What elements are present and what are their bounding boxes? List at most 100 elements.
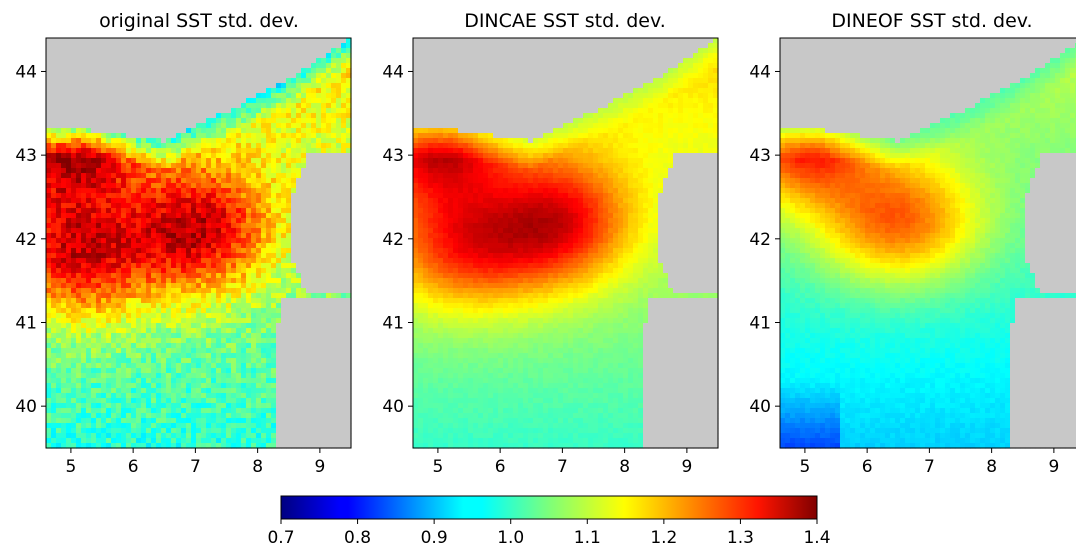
heatmap-cell bbox=[121, 63, 127, 69]
heatmap-cell bbox=[81, 353, 87, 359]
heatmap-cell bbox=[301, 338, 307, 344]
heatmap-cell bbox=[266, 128, 272, 134]
heatmap-cell bbox=[246, 73, 252, 79]
heatmap-cell bbox=[116, 73, 122, 79]
heatmap-cell bbox=[261, 403, 267, 409]
heatmap-cell bbox=[261, 228, 267, 234]
heatmap-cell bbox=[51, 288, 57, 294]
heatmap-cell bbox=[86, 313, 92, 319]
heatmap-cell bbox=[311, 358, 317, 364]
heatmap-cell bbox=[146, 108, 152, 114]
heatmap-cell bbox=[216, 253, 222, 259]
heatmap-cell bbox=[281, 173, 287, 179]
heatmap-cell bbox=[101, 53, 107, 59]
heatmap-cell bbox=[311, 48, 317, 54]
heatmap-cell bbox=[171, 183, 177, 189]
heatmap-cell bbox=[251, 128, 257, 134]
heatmap-cell bbox=[56, 63, 62, 69]
heatmap-cell bbox=[241, 108, 247, 114]
heatmap-cell bbox=[141, 353, 147, 359]
heatmap-cell bbox=[51, 278, 57, 284]
heatmap-cell bbox=[316, 88, 322, 94]
heatmap-cell bbox=[206, 38, 212, 44]
heatmap-cell bbox=[71, 83, 77, 89]
heatmap-cell bbox=[66, 118, 72, 124]
heatmap-cell bbox=[261, 58, 267, 64]
heatmap-cell bbox=[151, 393, 157, 399]
heatmap-cell bbox=[251, 163, 257, 169]
heatmap-cell bbox=[111, 243, 117, 249]
heatmap-cell bbox=[151, 273, 157, 279]
heatmap-cell bbox=[286, 318, 292, 324]
heatmap-cell bbox=[246, 368, 252, 374]
heatmap-cell bbox=[146, 358, 152, 364]
heatmap-cell bbox=[91, 233, 97, 239]
heatmap-cell bbox=[186, 313, 192, 319]
heatmap-cell bbox=[61, 43, 67, 49]
heatmap-cell bbox=[201, 43, 207, 49]
heatmap-cell bbox=[71, 218, 77, 224]
heatmap-cell bbox=[146, 198, 152, 204]
heatmap-cell bbox=[131, 413, 137, 419]
heatmap-cell bbox=[166, 48, 172, 54]
heatmap-cell bbox=[241, 248, 247, 254]
heatmap-cell bbox=[286, 393, 292, 399]
heatmap-cell bbox=[181, 428, 187, 434]
heatmap-cell bbox=[206, 103, 212, 109]
heatmap-cell bbox=[96, 318, 102, 324]
heatmap-cell bbox=[51, 133, 57, 139]
heatmap-cell bbox=[101, 183, 107, 189]
heatmap-cell bbox=[191, 363, 197, 369]
heatmap-cell bbox=[286, 323, 292, 329]
heatmap-cell bbox=[101, 173, 107, 179]
heatmap-cell bbox=[186, 118, 192, 124]
heatmap-cell bbox=[76, 348, 82, 354]
heatmap-cell bbox=[51, 53, 57, 59]
heatmap-cell bbox=[241, 103, 247, 109]
heatmap-cell bbox=[326, 383, 332, 389]
heatmap-cell bbox=[231, 233, 237, 239]
heatmap-cell bbox=[251, 418, 257, 424]
heatmap-cell bbox=[51, 348, 57, 354]
heatmap-cell bbox=[76, 48, 82, 54]
heatmap-cell bbox=[251, 313, 257, 319]
heatmap-cell bbox=[236, 238, 242, 244]
heatmap-cell bbox=[221, 363, 227, 369]
heatmap-cell bbox=[191, 343, 197, 349]
heatmap-cell bbox=[51, 63, 57, 69]
heatmap-cell bbox=[91, 163, 97, 169]
heatmap-cell bbox=[291, 258, 297, 264]
heatmap-cell bbox=[201, 193, 207, 199]
heatmap-cell bbox=[336, 78, 342, 84]
heatmap-cell bbox=[186, 128, 192, 134]
heatmap-cell bbox=[256, 178, 262, 184]
heatmap-cell bbox=[76, 243, 82, 249]
heatmap-cell bbox=[101, 118, 107, 124]
heatmap-cell bbox=[236, 43, 242, 49]
heatmap-cell bbox=[301, 83, 307, 89]
heatmap-cell bbox=[306, 368, 312, 374]
heatmap-cell bbox=[116, 438, 122, 444]
heatmap-cell bbox=[241, 163, 247, 169]
heatmap-cell bbox=[246, 193, 252, 199]
heatmap-cell bbox=[321, 278, 327, 284]
heatmap-cell bbox=[186, 343, 192, 349]
heatmap-cell bbox=[131, 198, 137, 204]
heatmap-cell bbox=[111, 283, 117, 289]
heatmap-cell bbox=[231, 148, 237, 154]
heatmap-cell bbox=[51, 333, 57, 339]
heatmap-cell bbox=[281, 243, 287, 249]
heatmap-cell bbox=[121, 388, 127, 394]
heatmap-cell bbox=[211, 318, 217, 324]
heatmap-cell bbox=[311, 313, 317, 319]
heatmap-cell bbox=[311, 98, 317, 104]
heatmap-cell bbox=[301, 128, 307, 134]
heatmap-cell bbox=[156, 393, 162, 399]
heatmap-cell bbox=[316, 73, 322, 79]
heatmap-cell bbox=[81, 373, 87, 379]
heatmap-cell bbox=[46, 308, 52, 314]
heatmap-cell bbox=[76, 68, 82, 74]
heatmap-cell bbox=[191, 143, 197, 149]
heatmap-cell bbox=[146, 413, 152, 419]
heatmap-cell bbox=[76, 353, 82, 359]
